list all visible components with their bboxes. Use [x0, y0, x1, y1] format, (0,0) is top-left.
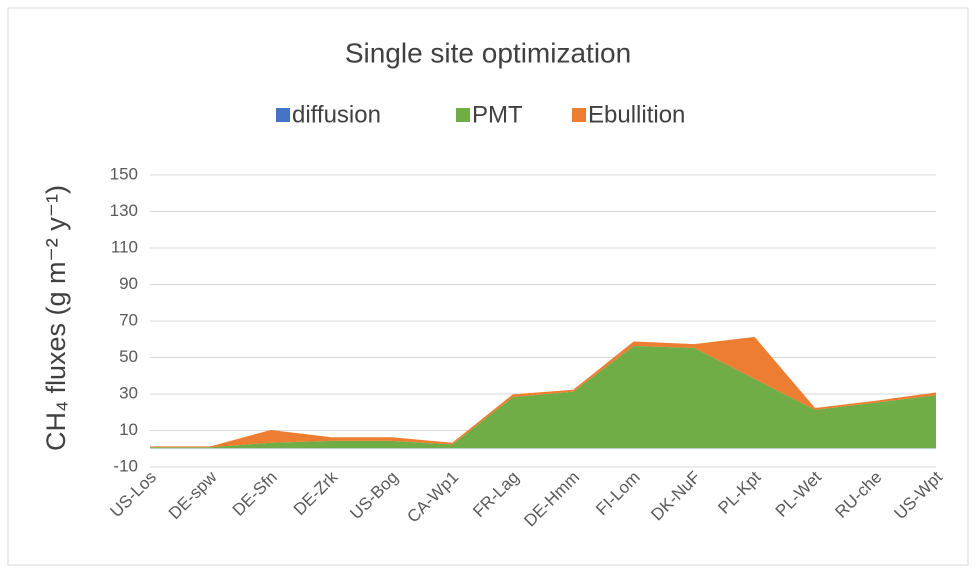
area — [150, 346, 936, 449]
legend-swatch — [456, 108, 470, 122]
area — [150, 336, 936, 448]
chart-frame — [7, 7, 969, 566]
legend-swatch — [276, 108, 290, 122]
legend-label: Ebullition — [588, 101, 685, 128]
y-axis-title: CH₄ fluxes (g m⁻² y⁻¹) — [41, 185, 71, 451]
y-tick-label: 10 — [119, 420, 138, 439]
y-tick-label: 110 — [111, 237, 138, 256]
y-tick-label: 50 — [119, 347, 138, 366]
legend-label: diffusion — [292, 101, 381, 128]
y-tick-label: -10 — [113, 456, 138, 475]
chart-title: Single site optimization — [345, 37, 631, 68]
y-tick-label: 30 — [119, 383, 138, 402]
legend-swatch — [572, 108, 586, 122]
y-tick-label: 150 — [110, 164, 138, 183]
y-tick-label: 130 — [110, 201, 138, 220]
legend-label: PMT — [472, 101, 523, 128]
y-tick-label: 70 — [119, 310, 138, 329]
y-tick-label: 90 — [119, 274, 138, 293]
